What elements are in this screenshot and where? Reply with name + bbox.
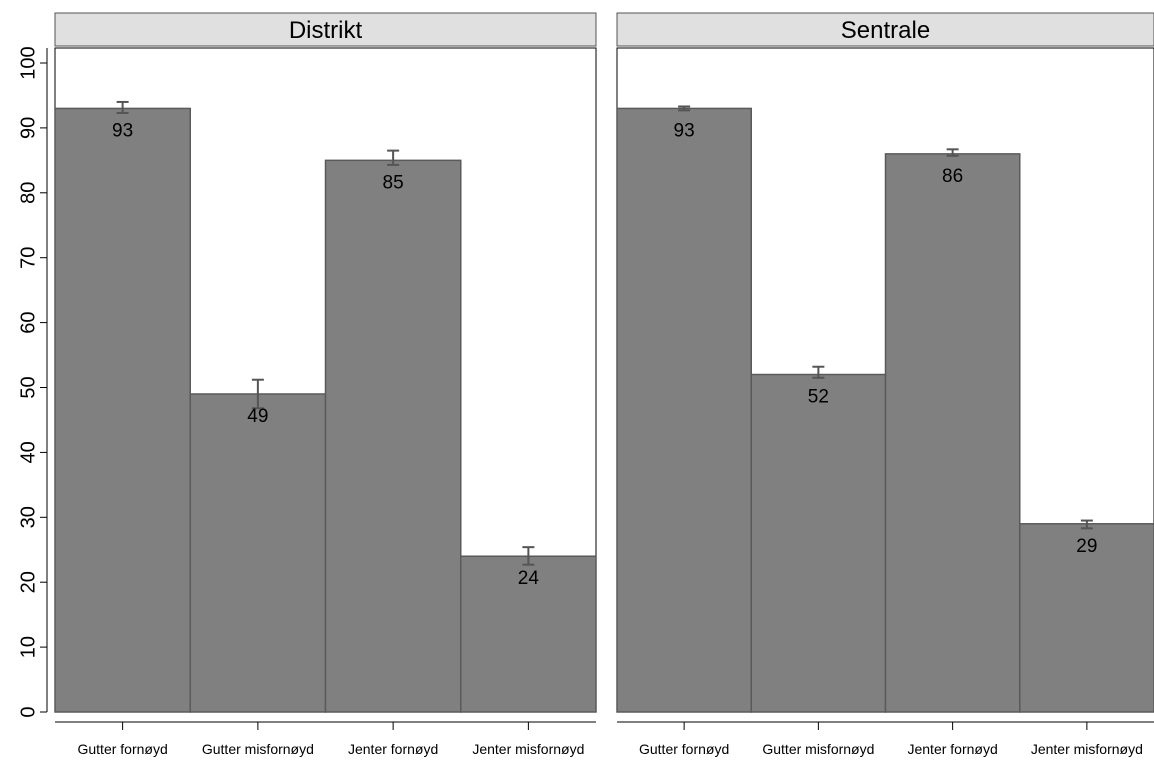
panel-title-distrikt: Distrikt xyxy=(289,17,363,44)
data-label-sentrale-gutter-misforn-yd: 52 xyxy=(808,387,829,408)
bar-distrikt-jenter-forn-yd xyxy=(324,159,462,713)
x-tick-label-distrikt-gutter-forn-yd: Gutter fornøyd xyxy=(77,741,167,757)
x-tick-label-sentrale-jenter-forn-yd: Jenter fornøyd xyxy=(907,741,997,757)
y-tick-label-30: 30 xyxy=(17,506,39,528)
y-tick-label-10: 10 xyxy=(17,636,39,658)
y-tick-label-100: 100 xyxy=(17,46,39,79)
y-tick-label-40: 40 xyxy=(17,441,39,463)
x-tick-label-sentrale-gutter-forn-yd: Gutter fornøyd xyxy=(639,741,729,757)
data-label-distrikt-gutter-forn-yd: 93 xyxy=(112,120,133,141)
data-label-distrikt-jenter-misforn-yd: 24 xyxy=(518,568,540,589)
data-label-sentrale-jenter-misforn-yd: 29 xyxy=(1076,536,1097,557)
bar-sentrale-gutter-misforn-yd xyxy=(750,373,887,713)
x-tick-label-distrikt-gutter-misforn-yd: Gutter misfornøyd xyxy=(202,741,314,757)
y-tick-label-60: 60 xyxy=(17,311,39,333)
x-tick-label-sentrale-gutter-misforn-yd: Gutter misfornøyd xyxy=(762,741,874,757)
data-label-distrikt-jenter-forn-yd: 85 xyxy=(383,172,404,193)
data-label-sentrale-gutter-forn-yd: 93 xyxy=(674,120,695,141)
y-tick-label-20: 20 xyxy=(17,571,39,593)
y-tick-label-70: 70 xyxy=(17,247,39,269)
y-tick-label-90: 90 xyxy=(17,117,39,139)
bar-sentrale-gutter-forn-yd xyxy=(616,107,752,713)
x-tick-label-sentrale-jenter-misforn-yd: Jenter misfornøyd xyxy=(1031,741,1143,757)
bar-distrikt-gutter-forn-yd xyxy=(54,107,191,713)
panel-strip-distrikt xyxy=(54,12,597,47)
data-label-distrikt-gutter-misforn-yd: 49 xyxy=(247,406,268,427)
bar-sentrale-jenter-misforn-yd xyxy=(1019,523,1154,713)
panel-strip-sentrale xyxy=(616,12,1154,47)
x-tick-label-distrikt-jenter-misforn-yd: Jenter misfornøyd xyxy=(472,741,584,757)
bar-sentrale-jenter-forn-yd xyxy=(884,153,1021,713)
bar-distrikt-gutter-misforn-yd xyxy=(189,393,327,713)
data-label-sentrale-jenter-forn-yd: 86 xyxy=(942,166,963,187)
y-tick-label-50: 50 xyxy=(17,376,39,398)
y-tick-label-80: 80 xyxy=(17,182,39,204)
x-tick-label-distrikt-jenter-forn-yd: Jenter fornøyd xyxy=(348,741,438,757)
panel-title-sentrale: Sentrale xyxy=(841,17,930,44)
y-tick-label-0: 0 xyxy=(17,706,39,717)
